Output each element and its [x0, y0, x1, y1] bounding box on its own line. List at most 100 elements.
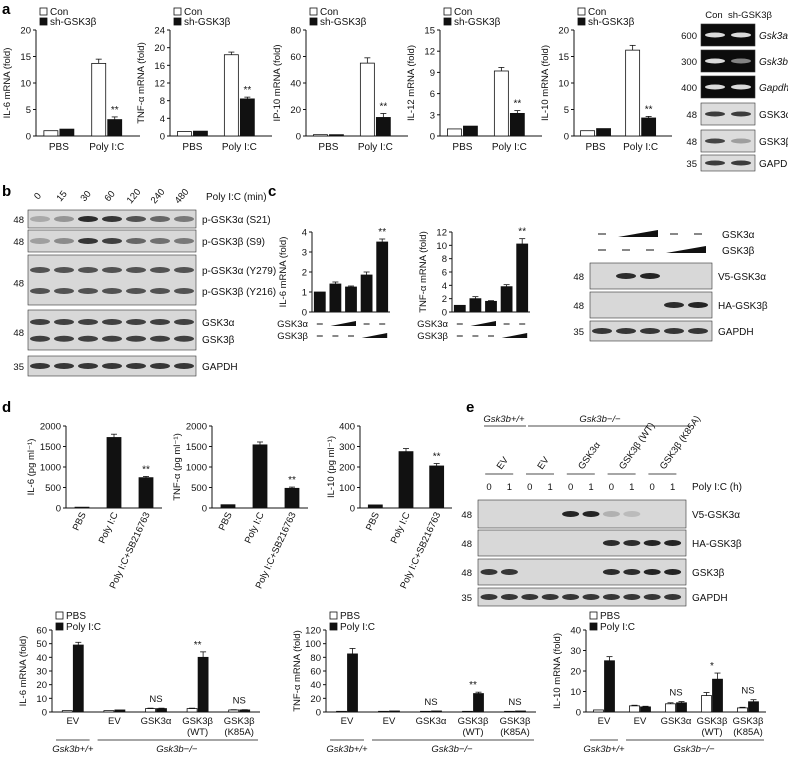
blot-band	[150, 288, 170, 294]
blot-band	[54, 238, 74, 244]
blot-b: 0 15 30 60 120 240 480 Poly I:C (min) 48 p-GSK3α …	[13, 187, 276, 377]
bar	[239, 98, 255, 137]
blot-band	[643, 540, 661, 546]
y-tick-label: 60	[36, 626, 47, 637]
bar	[625, 49, 641, 137]
y-tick-label: 3	[430, 110, 435, 121]
bar	[431, 710, 442, 713]
genotype-label: Gsk3b+/+	[583, 744, 625, 755]
mw-marker: 48	[461, 539, 472, 550]
x-tick-label: EV	[598, 716, 611, 727]
blot-strip	[27, 309, 197, 351]
blot-band	[54, 216, 74, 222]
blot-row-label: GSK3α	[759, 110, 788, 121]
blot-band	[78, 238, 98, 244]
blot-row-label: Gsk3a	[759, 31, 788, 42]
legend-label: sh-GSK3β	[454, 17, 501, 28]
blot-band	[664, 328, 684, 334]
blot-band	[602, 569, 620, 575]
y-tick-label: 100	[339, 483, 355, 494]
mw-marker: 48	[13, 215, 24, 226]
bar	[676, 702, 687, 713]
significance-mark: **	[513, 99, 521, 110]
x-tick-label: PBS	[49, 142, 69, 153]
group-label: EV	[535, 454, 552, 471]
chart-a-5: 0 5 10 15 20 IL-10 mRNA (fold) PBS Poly I:C ** Co…	[540, 7, 672, 153]
dose-triangle	[470, 321, 496, 326]
blot-band	[78, 319, 98, 325]
lane-label: 0	[609, 482, 614, 493]
blot-band	[174, 319, 194, 325]
treatment-label: GSK3β	[417, 331, 448, 342]
y-tick-label: 6	[442, 268, 447, 279]
y-tick-label: 500	[191, 483, 207, 494]
legend-label: PBS	[600, 611, 620, 622]
blot-band	[102, 288, 122, 294]
bar	[629, 705, 640, 713]
chart-e-3: 0 10 20 30 40 IL-10 mRNA (fold) EV EV GSK3α GSK3β…	[552, 611, 766, 755]
x-tick-label: Poly I:C	[492, 142, 527, 153]
x-tick-label: EV	[341, 716, 354, 727]
bar	[462, 710, 473, 713]
mw-marker: 400	[681, 83, 697, 94]
panel-label-d: d	[2, 399, 11, 416]
blot-band	[150, 216, 170, 222]
genotype-label: Gsk3b+/+	[483, 414, 525, 425]
x-tick-label: GSK3β	[458, 716, 489, 727]
bar	[593, 709, 604, 713]
y-tick-label: 80	[290, 26, 301, 37]
y-tick-label: 10	[36, 694, 47, 705]
bar	[313, 291, 326, 313]
legend-swatch-sh	[173, 17, 182, 26]
x-tick-label: Poly I:C	[89, 142, 124, 153]
x-tick-label: GSK3β	[224, 716, 255, 727]
blot-band	[78, 216, 98, 222]
x-tick-label: PBS	[452, 142, 472, 153]
blot-title: Poly I:C (h)	[692, 482, 742, 493]
x-tick-label: EV	[383, 716, 396, 727]
y-tick-label: 40	[290, 79, 301, 90]
blot-band	[150, 238, 170, 244]
x-tick-label: Poly I:C	[358, 142, 393, 153]
bar	[473, 693, 484, 713]
bar	[329, 134, 344, 137]
y-tick-label: 4	[442, 281, 447, 292]
bar	[313, 134, 328, 137]
bar	[516, 243, 529, 313]
bar	[748, 701, 759, 713]
legend-swatch-polyic	[55, 622, 64, 631]
legend-label: Poly I:C	[600, 622, 635, 633]
blot-band	[705, 111, 725, 117]
legend-swatch-con	[39, 7, 48, 16]
group-label: GSK3β (K85A)	[658, 414, 703, 472]
blot-band	[582, 511, 600, 517]
x-tick-label: PBS	[318, 142, 338, 153]
bar	[429, 465, 445, 509]
y-tick-label: 15	[424, 26, 435, 37]
y-tick-label: 50	[36, 639, 47, 650]
blot-band	[102, 335, 122, 342]
bar	[114, 709, 126, 713]
y-tick-label: 20	[20, 26, 31, 37]
bar	[345, 286, 357, 313]
blot-band	[126, 216, 146, 222]
x-tick-label: EV	[66, 716, 79, 727]
group-label: GSK3β (WT)	[617, 421, 657, 472]
y-tick-label: 0	[302, 308, 307, 319]
blot-band	[174, 335, 194, 342]
blot-band	[731, 138, 751, 144]
y-tick-label: 1500	[40, 442, 61, 453]
y-axis-label: IL-12 mRNA (fold)	[406, 45, 417, 121]
y-tick-label: 16	[154, 61, 165, 72]
bar	[580, 130, 595, 137]
x-tick-label: PBS	[586, 142, 606, 153]
y-tick-label: 30	[570, 646, 581, 657]
blot-band	[562, 511, 580, 517]
legend-swatch-sh	[309, 17, 318, 26]
treatment-label: GSK3β	[722, 246, 755, 257]
panel-label-a: a	[2, 1, 11, 18]
mw-marker: 48	[686, 137, 697, 148]
bar	[737, 707, 748, 713]
mw-marker: 48	[573, 272, 584, 283]
